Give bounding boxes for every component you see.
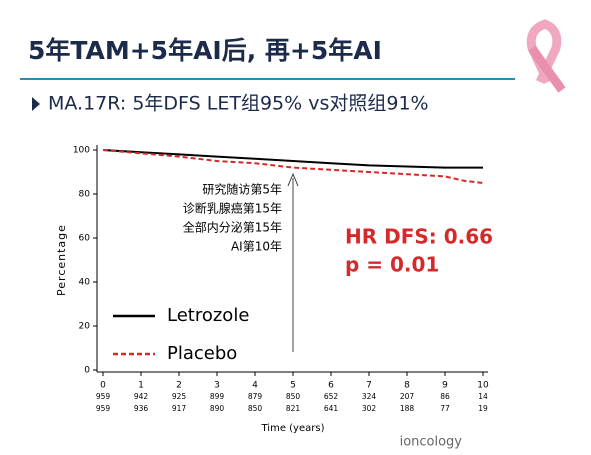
at-risk-count: 879 [248, 392, 263, 401]
at-risk-count: 14 [478, 392, 488, 401]
stat: p = 0.01 [345, 253, 439, 277]
ribbon [526, 19, 566, 93]
at-risk-count: 19 [478, 404, 488, 413]
stat: HR DFS: 0.66 [345, 225, 493, 249]
x-tick-label: 5 [290, 381, 296, 391]
legend-label: Letrozole [167, 305, 249, 326]
at-risk-count: 207 [400, 392, 415, 401]
at-risk-count: 850 [286, 392, 301, 401]
at-risk-count: 936 [134, 404, 149, 413]
annotation: 诊断乳腺癌第15年 [183, 201, 282, 216]
watermark: ioncology [400, 435, 463, 450]
annotation: 研究随访第5年 [202, 182, 282, 197]
at-risk-count: 821 [286, 404, 301, 413]
series-line [102, 149, 483, 169]
subtitle: MA.17R: 5年DFS LET组95% vs对照组91% [48, 93, 429, 115]
legend-label: Placebo [167, 343, 237, 364]
x-tick-label: 9 [442, 381, 448, 391]
y-tick-label: 60 [79, 234, 91, 244]
x-tick-label: 0 [100, 381, 106, 391]
y-tick-label: 20 [79, 322, 91, 332]
at-risk-count: 641 [324, 404, 339, 413]
annotation: AI第10年 [231, 240, 282, 254]
at-risk-count: 917 [172, 404, 187, 413]
y-tick-label: 40 [79, 278, 91, 288]
at-risk-count: 899 [210, 392, 225, 401]
annotation: 全部内分泌第15年 [183, 220, 282, 235]
x-axis-label: Time (years) [261, 423, 325, 434]
at-risk-count: 959 [96, 392, 111, 401]
x-tick-label: 7 [366, 381, 372, 391]
at-risk-count: 86 [440, 392, 450, 401]
y-tick-label: 100 [73, 146, 90, 156]
y-tick-label: 80 [79, 190, 91, 200]
at-risk-count: 77 [440, 404, 450, 413]
x-tick-label: 2 [176, 381, 182, 391]
y-tick-label: 0 [84, 366, 90, 376]
at-risk-count: 850 [248, 404, 263, 413]
series-line [102, 149, 484, 184]
x-tick-label: 1 [138, 381, 144, 391]
x-tick-label: 8 [404, 381, 410, 391]
x-tick-label: 6 [328, 381, 334, 391]
slide-title: 5年TAM+5年AI后, 再+5年AI [28, 36, 382, 65]
x-tick-label: 10 [477, 381, 489, 391]
at-risk-count: 890 [210, 404, 225, 413]
at-risk-count: 302 [362, 404, 377, 413]
at-risk-count: 324 [362, 392, 377, 401]
at-risk-count: 925 [172, 392, 187, 401]
bullet [32, 97, 40, 111]
at-risk-count: 652 [324, 392, 339, 401]
at-risk-count: 959 [96, 404, 111, 413]
arrow-head [287, 172, 299, 187]
y-axis-label: Percentage [55, 224, 68, 296]
at-risk-count: 188 [400, 404, 415, 413]
x-tick-label: 3 [214, 381, 220, 391]
at-risk-count: 942 [134, 392, 149, 401]
x-tick-label: 4 [252, 381, 258, 391]
